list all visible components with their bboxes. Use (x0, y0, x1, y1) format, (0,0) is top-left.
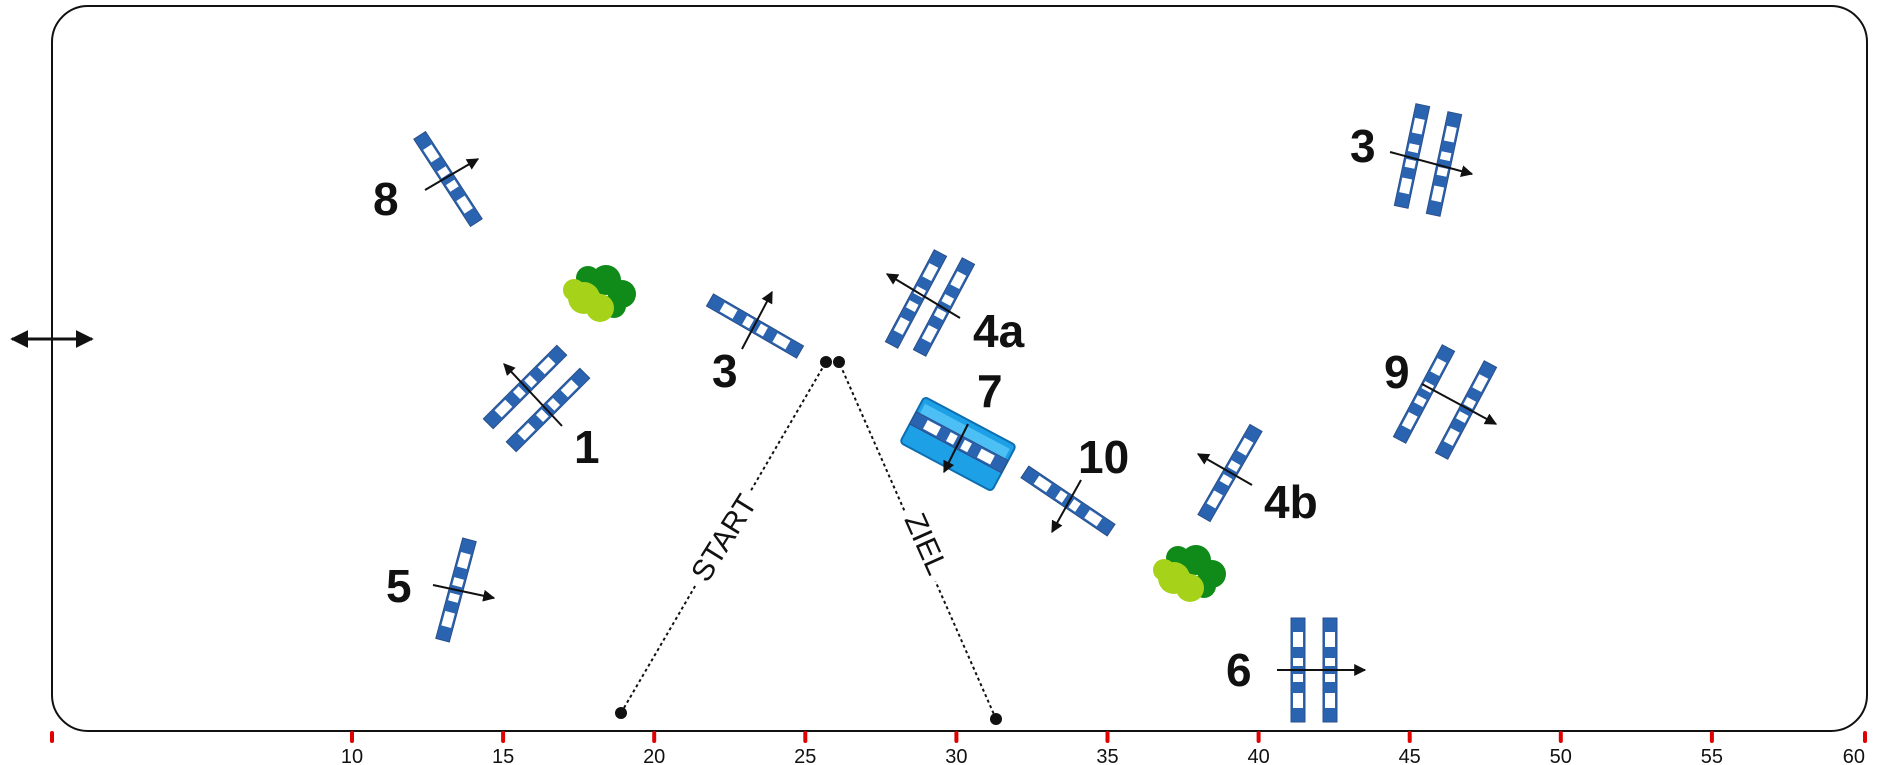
obstacle-7-arrow (943, 423, 969, 474)
axis-tick-label: 15 (492, 746, 514, 765)
obstacle-3 (1389, 103, 1474, 217)
obstacle-label-2: 3 (712, 345, 738, 397)
axis-tick-label: 40 (1247, 746, 1269, 765)
obstacle-9 (1392, 344, 1498, 460)
distance-axis: 10 15 20 25 30 35 40 45 50 55 60 (50, 731, 1867, 765)
axis-tick-label: 25 (794, 746, 816, 765)
obstacle-label-8: 8 (373, 173, 399, 225)
axis-tick-label: 55 (1701, 746, 1723, 765)
obstacle-label-3: 3 (1350, 120, 1376, 172)
obstacle-10 (1020, 465, 1116, 537)
obstacle-4b (884, 249, 976, 357)
obstacle-label-4b: 4a (973, 305, 1025, 357)
axis-tick-label: 50 (1550, 746, 1572, 765)
obstacle-label-10: 10 (1078, 431, 1129, 483)
start-line (615, 356, 832, 719)
axis-tick-label: 35 (1096, 746, 1118, 765)
axis-tick-label: 20 (643, 746, 665, 765)
obstacle-8 (413, 131, 483, 227)
obstacle-label-6: 6 (1226, 644, 1252, 696)
obstacle-label-9: 9 (1384, 346, 1410, 398)
arena-border (51, 5, 1868, 732)
axis-tick-label: 10 (341, 746, 363, 765)
obstacle-label-5: 5 (386, 560, 412, 612)
bush-icon (1153, 545, 1226, 602)
bush-icon (563, 265, 636, 322)
axis-tick-label: 60 (1843, 746, 1865, 765)
obstacle-label-1: 1 (574, 421, 600, 473)
obstacle-label-4a: 4b (1264, 476, 1318, 528)
obstacle-1 (482, 344, 591, 453)
obstacle-2 (705, 290, 805, 359)
obstacle-4a (1196, 423, 1263, 523)
axis-tick-label: 45 (1399, 746, 1421, 765)
obstacle-5 (432, 537, 496, 643)
obstacle-label-7: 7 (977, 365, 1003, 417)
axis-tick-label: 30 (945, 746, 967, 765)
obstacle-6 (1277, 617, 1367, 723)
